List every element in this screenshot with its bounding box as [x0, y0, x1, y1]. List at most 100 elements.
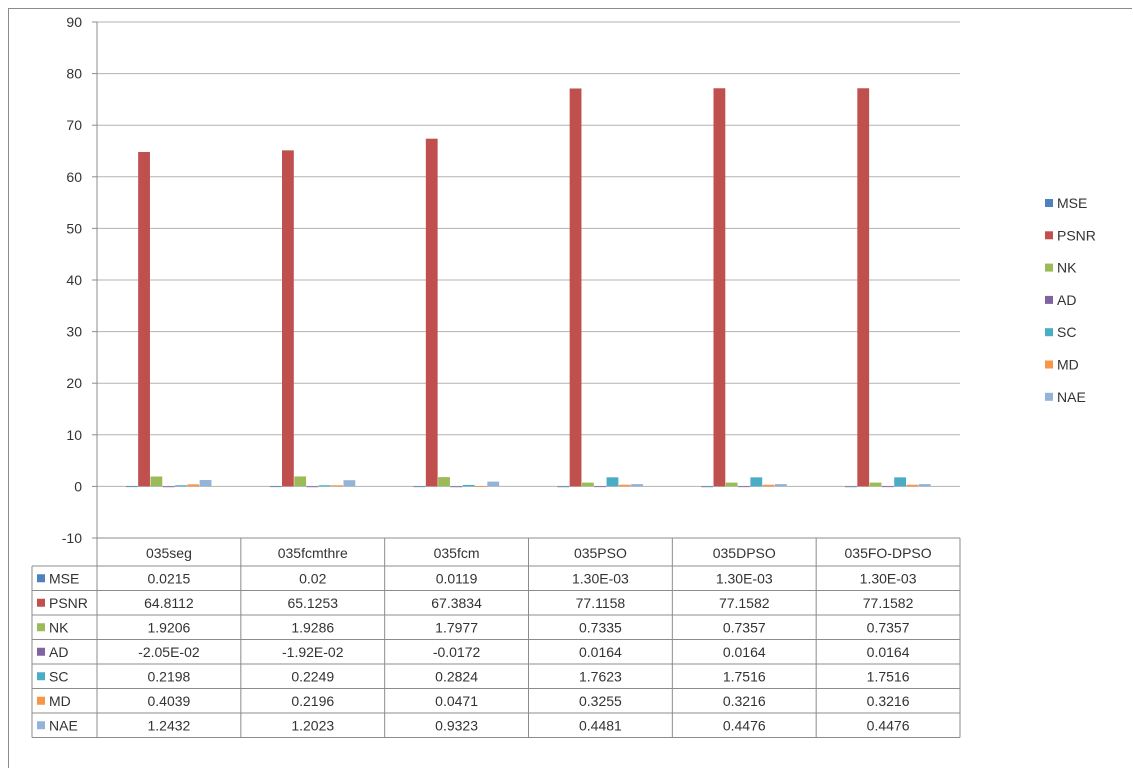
bar-md-035fcm	[475, 486, 487, 487]
data-value: 0.0164	[867, 644, 910, 660]
data-value: 0.02	[299, 570, 326, 586]
bar-sc-035pso	[606, 477, 619, 487]
category-label: 035DPSO	[713, 545, 776, 561]
data-value: 0.2824	[435, 668, 478, 684]
data-value: 0.4476	[867, 717, 910, 733]
y-tick-label: 80	[66, 66, 82, 82]
row-key-swatch	[37, 696, 45, 705]
legend-swatch	[1045, 295, 1053, 304]
data-value: 1.7623	[579, 668, 622, 684]
legend-swatch	[1045, 199, 1053, 207]
data-value: 1.9286	[291, 619, 334, 635]
data-value: 1.9206	[148, 619, 191, 635]
bar-nae-035fcmthre	[343, 480, 356, 487]
gridlines	[97, 21, 960, 539]
y-tick-label: 70	[66, 117, 82, 133]
data-value: 1.7516	[723, 668, 766, 684]
bar-nk-035dpso	[725, 482, 738, 487]
bar-ad-035fcm	[450, 486, 463, 488]
chart-frame	[8, 8, 1132, 768]
legend-swatch	[1045, 360, 1053, 369]
data-value: 0.0215	[148, 570, 191, 586]
legend-swatch	[1045, 231, 1053, 240]
bar-nae-035fo-dpso	[918, 484, 931, 487]
data-value: 1.2432	[148, 717, 191, 733]
bar-ad-035pso	[594, 486, 607, 488]
bar-psnr-035fo-dpso	[857, 88, 870, 487]
data-value: 0.2196	[291, 693, 334, 709]
y-tick-label: 30	[66, 324, 82, 340]
legend-label: SC	[1057, 324, 1076, 340]
data-value: -1.92E-02	[282, 644, 344, 660]
bar-nae-035pso	[631, 484, 643, 487]
bar-ad-035fo-dpso	[881, 486, 894, 488]
legend-label: AD	[1057, 292, 1076, 308]
data-value: 77.1582	[863, 595, 914, 611]
data-value: 0.0164	[723, 644, 766, 660]
row-key-swatch	[37, 598, 45, 607]
y-tick-label: 0	[74, 478, 82, 494]
data-table: 035seg 035fcmthre 035fcm 035PSO 035DPSO 035FO…	[31, 537, 961, 738]
bars	[125, 88, 931, 488]
data-value: 0.2249	[291, 668, 334, 684]
legend-label: NK	[1057, 260, 1077, 276]
bar-nk-035fcm	[438, 477, 450, 487]
row-series-label: SC	[49, 668, 68, 684]
row-series-label: NAE	[49, 717, 78, 733]
data-value: 0.7335	[579, 619, 622, 635]
data-value: 0.0119	[436, 570, 478, 586]
legend-swatch	[1045, 392, 1053, 401]
data-value: 0.7357	[867, 619, 910, 635]
legend-label: MD	[1057, 357, 1079, 373]
data-value: 1.7516	[867, 668, 910, 684]
bar-nae-035dpso	[775, 484, 787, 487]
row-series-label: PSNR	[49, 595, 88, 611]
data-value: -0.0172	[433, 644, 481, 660]
category-label: 035fcm	[434, 545, 480, 561]
row-key-swatch	[37, 574, 45, 583]
bar-nk-035pso	[581, 482, 594, 487]
data-value: 0.0471	[435, 693, 478, 709]
bar-mse-035fcmthre	[269, 486, 282, 488]
data-value: -2.05E-02	[138, 644, 200, 660]
bar-psnr-035seg	[138, 151, 150, 487]
bar-sc-035fcm	[462, 484, 475, 487]
data-value: 65.1253	[287, 595, 338, 611]
bar-mse-035fcm	[413, 486, 426, 488]
row-key-swatch	[37, 672, 45, 681]
bar-nk-035fo-dpso	[869, 482, 882, 487]
data-value: 0.3255	[579, 693, 622, 709]
bar-ad-035seg	[162, 486, 175, 488]
bar-psnr-035fcmthre	[282, 150, 294, 487]
y-tick-label: 60	[66, 169, 82, 185]
bar-psnr-035dpso	[713, 88, 726, 487]
data-value: 0.0164	[579, 644, 622, 660]
category-label: 035fcmthre	[278, 545, 348, 561]
bar-nae-035seg	[199, 479, 212, 487]
data-value: 0.3216	[867, 693, 910, 709]
y-axis: -10 0 10 20 30 40 50 60 70 80 90	[62, 14, 98, 546]
bar-mse-035dpso	[701, 486, 713, 488]
data-value: 0.2198	[148, 668, 191, 684]
category-label: 035FO-DPSO	[845, 545, 932, 561]
row-series-label: MD	[49, 693, 71, 709]
bar-sc-035fo-dpso	[894, 477, 907, 487]
y-tick-label: -10	[62, 530, 82, 546]
data-value: 0.4476	[723, 717, 766, 733]
legend-swatch	[1045, 328, 1053, 337]
data-value: 0.4039	[148, 693, 191, 709]
y-tick-label: 40	[66, 272, 82, 288]
legend-label: PSNR	[1057, 227, 1096, 243]
y-tick-label: 10	[66, 427, 82, 443]
row-series-label: MSE	[49, 570, 79, 586]
legend: MSE PSNR NK AD SC MD NAE	[1045, 195, 1096, 405]
bar-psnr-035pso	[569, 88, 582, 487]
data-value: 0.4481	[579, 717, 622, 733]
legend-swatch	[1045, 263, 1053, 272]
row-series-label: NK	[49, 619, 69, 635]
bar-md-035dpso	[762, 484, 775, 487]
data-value: 0.3216	[723, 693, 766, 709]
data-value: 0.9323	[435, 717, 478, 733]
data-value: 1.2023	[291, 717, 334, 733]
legend-label: NAE	[1057, 389, 1086, 405]
